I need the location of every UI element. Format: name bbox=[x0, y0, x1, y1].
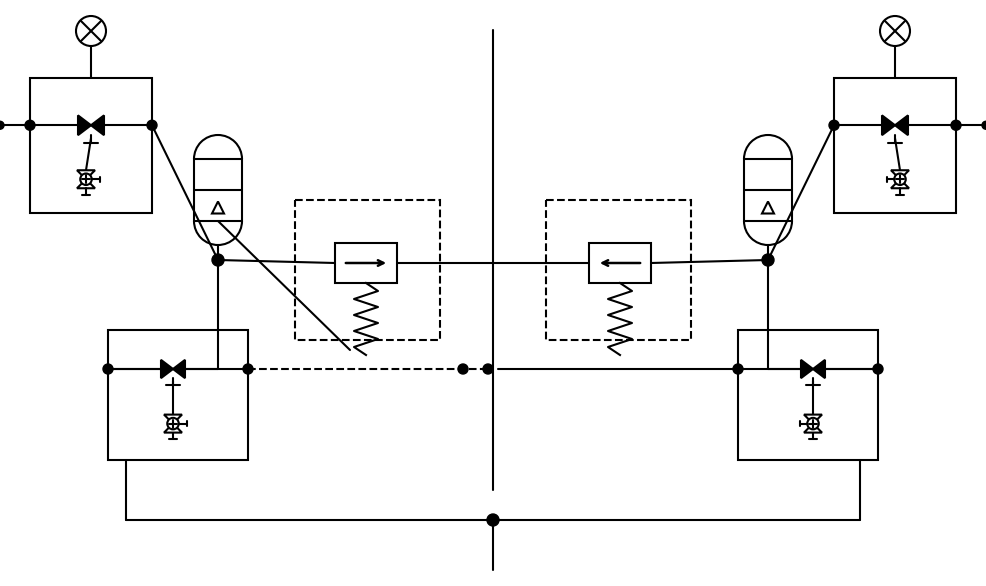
Polygon shape bbox=[212, 202, 224, 213]
Circle shape bbox=[25, 120, 35, 130]
Circle shape bbox=[243, 364, 253, 374]
Circle shape bbox=[0, 121, 4, 130]
Polygon shape bbox=[882, 115, 895, 135]
Circle shape bbox=[894, 173, 906, 185]
Circle shape bbox=[168, 418, 178, 430]
Circle shape bbox=[80, 173, 92, 185]
Polygon shape bbox=[77, 179, 95, 188]
Bar bbox=[335, 243, 397, 283]
Circle shape bbox=[808, 418, 818, 430]
Bar bbox=[194, 159, 242, 221]
Bar bbox=[738, 330, 878, 460]
Polygon shape bbox=[891, 179, 909, 188]
Circle shape bbox=[76, 16, 106, 46]
Circle shape bbox=[212, 254, 224, 266]
Bar bbox=[30, 78, 152, 213]
Polygon shape bbox=[895, 115, 908, 135]
Polygon shape bbox=[762, 202, 774, 213]
Circle shape bbox=[873, 364, 883, 374]
Circle shape bbox=[762, 254, 774, 266]
Circle shape bbox=[733, 364, 743, 374]
Circle shape bbox=[458, 364, 468, 374]
Polygon shape bbox=[891, 171, 909, 179]
Bar bbox=[834, 78, 956, 213]
Polygon shape bbox=[804, 415, 822, 424]
Polygon shape bbox=[161, 360, 173, 378]
Circle shape bbox=[951, 120, 961, 130]
Polygon shape bbox=[813, 360, 825, 378]
Bar bbox=[108, 330, 248, 460]
Polygon shape bbox=[804, 424, 822, 432]
Bar bbox=[546, 200, 691, 340]
Circle shape bbox=[103, 364, 113, 374]
Circle shape bbox=[829, 120, 839, 130]
Polygon shape bbox=[164, 424, 182, 432]
Polygon shape bbox=[91, 115, 104, 135]
Circle shape bbox=[147, 120, 157, 130]
Bar bbox=[589, 243, 651, 283]
Polygon shape bbox=[801, 360, 813, 378]
Polygon shape bbox=[78, 115, 91, 135]
Polygon shape bbox=[164, 415, 182, 424]
Bar bbox=[744, 159, 792, 221]
Circle shape bbox=[982, 121, 986, 130]
Polygon shape bbox=[77, 171, 95, 179]
Circle shape bbox=[487, 514, 499, 526]
Circle shape bbox=[880, 16, 910, 46]
Bar bbox=[295, 200, 440, 340]
Polygon shape bbox=[173, 360, 185, 378]
Circle shape bbox=[483, 364, 493, 374]
